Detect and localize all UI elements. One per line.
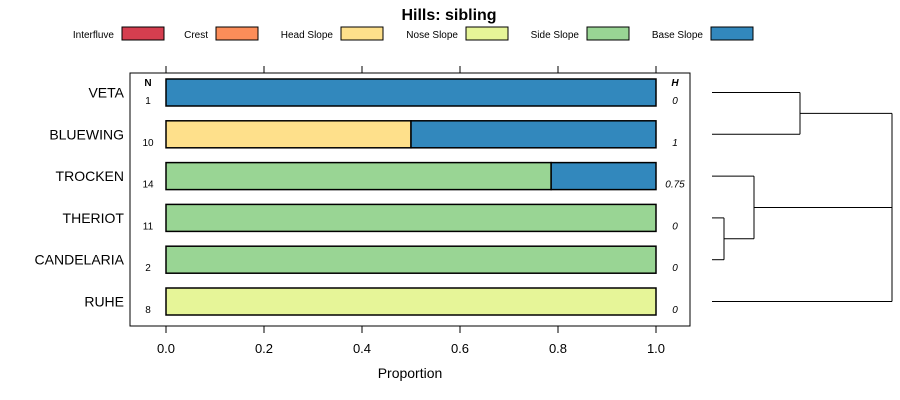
- row-bluewing: BLUEWING 10 1: [49, 120, 678, 149]
- top-axis: [165, 66, 657, 73]
- category-label: CANDELARIA: [35, 252, 125, 268]
- legend-swatch-interfluve: [121, 26, 165, 41]
- h-value: 0: [672, 305, 678, 316]
- legend-swatch-crest: [215, 26, 259, 41]
- x-tick-label: 0.8: [549, 341, 567, 356]
- row-candelaria: CANDELARIA 2 0: [35, 245, 678, 274]
- n-header: N: [144, 78, 151, 89]
- plot-frame: [129, 72, 691, 327]
- row-trocken: TROCKEN 14 0.75: [56, 161, 685, 191]
- bottom-axis: 0.0 0.2 0.4 0.6 0.8 1.0: [157, 326, 665, 356]
- row-theriot: THERIOT 11 0: [63, 203, 678, 233]
- h-value: 0: [672, 221, 678, 232]
- category-label: TROCKEN: [56, 168, 124, 184]
- row-veta: VETA 1 0: [88, 78, 678, 107]
- n-value: 14: [142, 180, 154, 191]
- bar-segment-base-slope: [550, 161, 657, 191]
- legend-label-base-slope: Base Slope: [652, 30, 704, 41]
- n-value: 2: [145, 263, 151, 274]
- n-value: 10: [142, 138, 154, 149]
- legend-swatch-nose-slope: [465, 26, 509, 41]
- legend-label-nose-slope: Nose Slope: [406, 30, 458, 41]
- legend-label-side-slope: Side Slope: [531, 30, 580, 41]
- h-value: 0.75: [665, 180, 685, 191]
- x-axis-title: Proportion: [378, 365, 443, 381]
- h-value: 1: [672, 138, 678, 149]
- h-value: 0: [672, 96, 678, 107]
- bar-segment-nose-slope: [165, 287, 657, 316]
- bar-segment-base-slope: [410, 120, 657, 149]
- legend-label-crest: Crest: [184, 30, 208, 41]
- x-tick-label: 1.0: [647, 341, 665, 356]
- legend-swatch-base-slope: [710, 26, 754, 41]
- row-ruhe: RUHE 8 0: [84, 287, 678, 316]
- x-tick-label: 0.4: [353, 341, 371, 356]
- n-value: 1: [145, 96, 151, 107]
- n-value: 8: [145, 305, 151, 316]
- category-label: BLUEWING: [49, 126, 124, 142]
- category-label: RUHE: [84, 294, 124, 310]
- x-tick-label: 0.0: [157, 341, 175, 356]
- h-value: 0: [672, 263, 678, 274]
- legend-swatch-side-slope: [586, 26, 630, 41]
- legend-swatch-head-slope: [340, 26, 384, 41]
- bar-segment-side-slope: [165, 161, 552, 191]
- chart-title: Hills: sibling: [401, 7, 496, 24]
- bar-segment-base-slope: [165, 78, 657, 107]
- legend: Interfluve Crest Head Slope Nose Slope Side …: [73, 26, 754, 41]
- bar-segment-side-slope: [165, 245, 657, 274]
- x-tick-label: 0.6: [451, 341, 469, 356]
- category-label: VETA: [88, 85, 124, 101]
- category-label: THERIOT: [63, 210, 125, 226]
- x-tick-label: 0.2: [255, 341, 273, 356]
- bar-segment-head-slope: [165, 120, 412, 149]
- dendrogram: [712, 92, 893, 302]
- legend-label-interfluve: Interfluve: [73, 30, 115, 41]
- bar-segment-side-slope: [165, 203, 657, 233]
- legend-label-head-slope: Head Slope: [281, 30, 334, 41]
- h-header: H: [671, 78, 679, 89]
- n-value: 11: [143, 221, 154, 232]
